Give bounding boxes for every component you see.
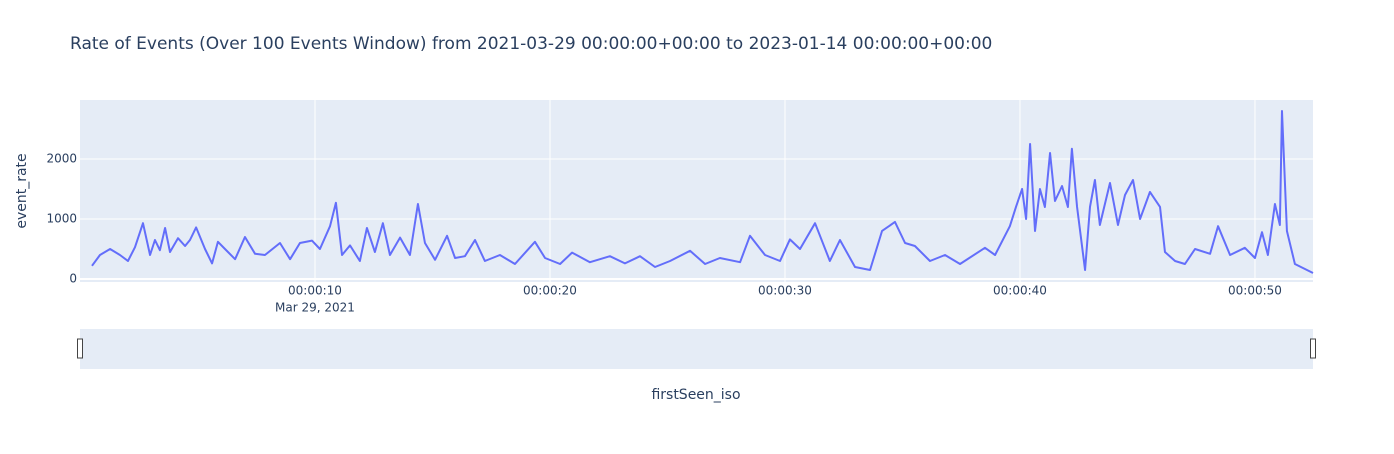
x-tick-label: 00:00:40 [993, 284, 1047, 298]
y-axis-title: event_rate [14, 153, 30, 228]
range-handle-right[interactable] [1310, 338, 1316, 359]
x-tick-label: 00:00:50 [1228, 284, 1282, 298]
y-tick-label: 2000 [46, 151, 77, 165]
x-tick-label: 00:00:30 [758, 284, 812, 298]
line [91, 109, 1314, 274]
x-date-label: Mar 29, 2021 [275, 301, 355, 315]
x-tick-label: 00:00:20 [523, 284, 577, 298]
x-tick-label: 00:00:10 [288, 284, 342, 298]
chart-title: Rate of Events (Over 100 Events Window) … [70, 34, 992, 54]
y-tick-label: 1000 [46, 211, 77, 225]
x-axis-title: firstSeen_iso [651, 387, 740, 403]
range-slider[interactable] [80, 329, 1313, 369]
range-handle-left[interactable] [77, 338, 83, 359]
y-tick-label: 0 [69, 271, 77, 285]
